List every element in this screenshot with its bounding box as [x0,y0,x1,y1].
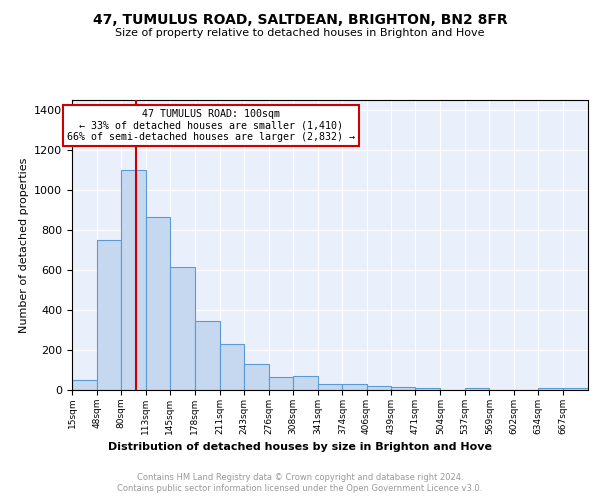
Text: Distribution of detached houses by size in Brighton and Hove: Distribution of detached houses by size … [108,442,492,452]
Bar [343,384,367,390]
Text: Contains public sector information licensed under the Open Government Licence v3: Contains public sector information licen… [118,484,482,493]
Bar [269,377,293,390]
Bar [367,386,391,390]
Bar [244,364,269,390]
Bar [293,376,317,390]
Bar [195,322,220,390]
Bar [415,388,440,390]
Y-axis label: Number of detached properties: Number of detached properties [19,158,29,332]
Bar [391,387,415,390]
Text: 47, TUMULUS ROAD, SALTDEAN, BRIGHTON, BN2 8FR: 47, TUMULUS ROAD, SALTDEAN, BRIGHTON, BN… [92,12,508,26]
Bar [72,380,97,390]
Bar [220,344,244,390]
Bar [563,388,588,390]
Text: Size of property relative to detached houses in Brighton and Hove: Size of property relative to detached ho… [115,28,485,38]
Bar [317,384,343,390]
Bar [121,170,146,390]
Text: 47 TUMULUS ROAD: 100sqm
← 33% of detached houses are smaller (1,410)
66% of semi: 47 TUMULUS ROAD: 100sqm ← 33% of detache… [67,108,355,142]
Bar [146,216,170,390]
Bar [170,268,195,390]
Bar [538,388,563,390]
Bar [465,388,490,390]
Bar [97,240,121,390]
Text: Contains HM Land Registry data © Crown copyright and database right 2024.: Contains HM Land Registry data © Crown c… [137,472,463,482]
